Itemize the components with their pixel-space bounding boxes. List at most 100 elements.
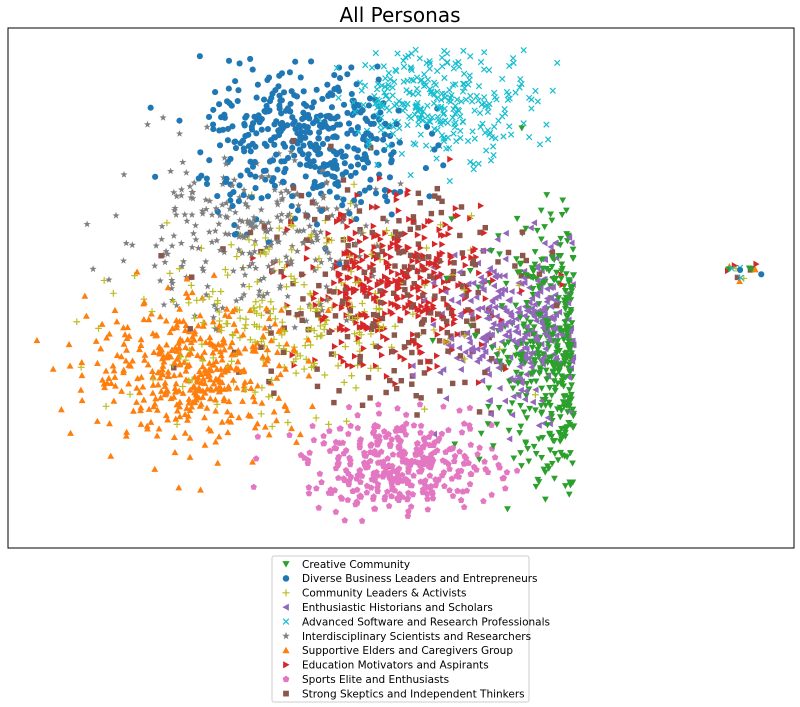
data-point	[214, 340, 222, 348]
data-point	[334, 362, 342, 370]
data-point	[348, 64, 355, 71]
data-point	[441, 482, 448, 489]
data-point	[548, 217, 556, 224]
data-point	[182, 289, 190, 296]
data-point	[465, 280, 472, 288]
data-point	[567, 309, 575, 316]
data-point	[543, 376, 551, 383]
data-point	[356, 323, 363, 331]
data-point	[527, 378, 535, 385]
data-point	[372, 451, 380, 458]
data-point	[137, 336, 145, 343]
data-point	[440, 315, 447, 322]
data-point	[421, 278, 428, 286]
data-point	[379, 291, 387, 299]
data-point	[122, 432, 130, 439]
data-point	[175, 387, 183, 394]
data-point	[182, 169, 190, 176]
data-point	[214, 459, 222, 466]
data-point	[137, 420, 145, 427]
data-point	[399, 471, 406, 478]
data-point	[460, 420, 468, 427]
data-point	[532, 378, 540, 385]
data-point	[552, 354, 559, 362]
data-point	[172, 211, 180, 218]
data-point	[305, 490, 313, 497]
data-point	[384, 335, 391, 343]
data-point	[442, 221, 449, 229]
data-point	[377, 109, 384, 116]
legend-marker	[282, 646, 290, 654]
data-point	[551, 475, 558, 482]
data-point	[404, 512, 412, 519]
data-point	[407, 226, 414, 233]
data-point	[568, 342, 575, 349]
data-point	[535, 350, 543, 357]
data-point	[349, 362, 356, 370]
data-point	[476, 355, 483, 362]
data-point	[425, 299, 432, 307]
data-point	[341, 343, 349, 351]
data-point	[425, 357, 432, 365]
data-point	[350, 288, 358, 296]
data-point	[430, 100, 438, 107]
data-point	[431, 269, 438, 277]
data-point	[404, 121, 411, 129]
data-point	[249, 304, 257, 312]
data-point	[337, 325, 344, 333]
data-point	[194, 351, 201, 359]
data-point	[481, 229, 488, 237]
data-point	[400, 268, 407, 276]
data-point	[461, 503, 468, 510]
data-point	[465, 459, 472, 466]
data-point	[331, 289, 337, 295]
data-point	[479, 345, 486, 352]
data-point	[503, 469, 511, 476]
data-point	[368, 326, 375, 332]
data-point	[316, 470, 324, 477]
data-point	[437, 221, 444, 229]
data-point	[283, 258, 291, 266]
data-point	[551, 361, 559, 368]
data-point	[258, 344, 264, 350]
data-point	[333, 151, 340, 158]
data-point	[431, 125, 438, 133]
data-point	[319, 95, 326, 102]
data-point	[507, 353, 514, 361]
data-point	[236, 349, 244, 356]
data-point	[317, 182, 324, 190]
data-point	[157, 387, 165, 394]
data-point	[461, 80, 468, 87]
data-point	[276, 92, 283, 99]
data-point	[566, 398, 574, 405]
data-point	[373, 343, 379, 350]
data-point	[355, 334, 362, 342]
data-point	[485, 104, 492, 111]
data-point	[230, 188, 237, 196]
data-point	[77, 386, 85, 393]
data-point	[353, 81, 360, 88]
data-point	[561, 430, 569, 437]
data-point	[325, 249, 333, 256]
data-point	[447, 224, 454, 232]
data-point	[303, 213, 310, 219]
data-point	[536, 141, 544, 148]
data-point	[133, 384, 141, 391]
data-point	[530, 443, 538, 450]
data-point	[337, 289, 344, 296]
data-point	[472, 262, 479, 268]
data-point	[288, 424, 295, 432]
data-point	[414, 305, 421, 313]
data-point	[488, 324, 495, 332]
data-point	[248, 194, 255, 201]
data-point	[288, 242, 296, 250]
data-point	[186, 406, 194, 413]
data-point	[183, 217, 191, 225]
data-point	[538, 355, 545, 363]
data-point	[462, 96, 470, 103]
data-point	[197, 370, 205, 377]
data-point	[513, 215, 521, 223]
data-point	[244, 167, 251, 174]
data-point	[401, 450, 409, 457]
data-point	[404, 309, 411, 317]
